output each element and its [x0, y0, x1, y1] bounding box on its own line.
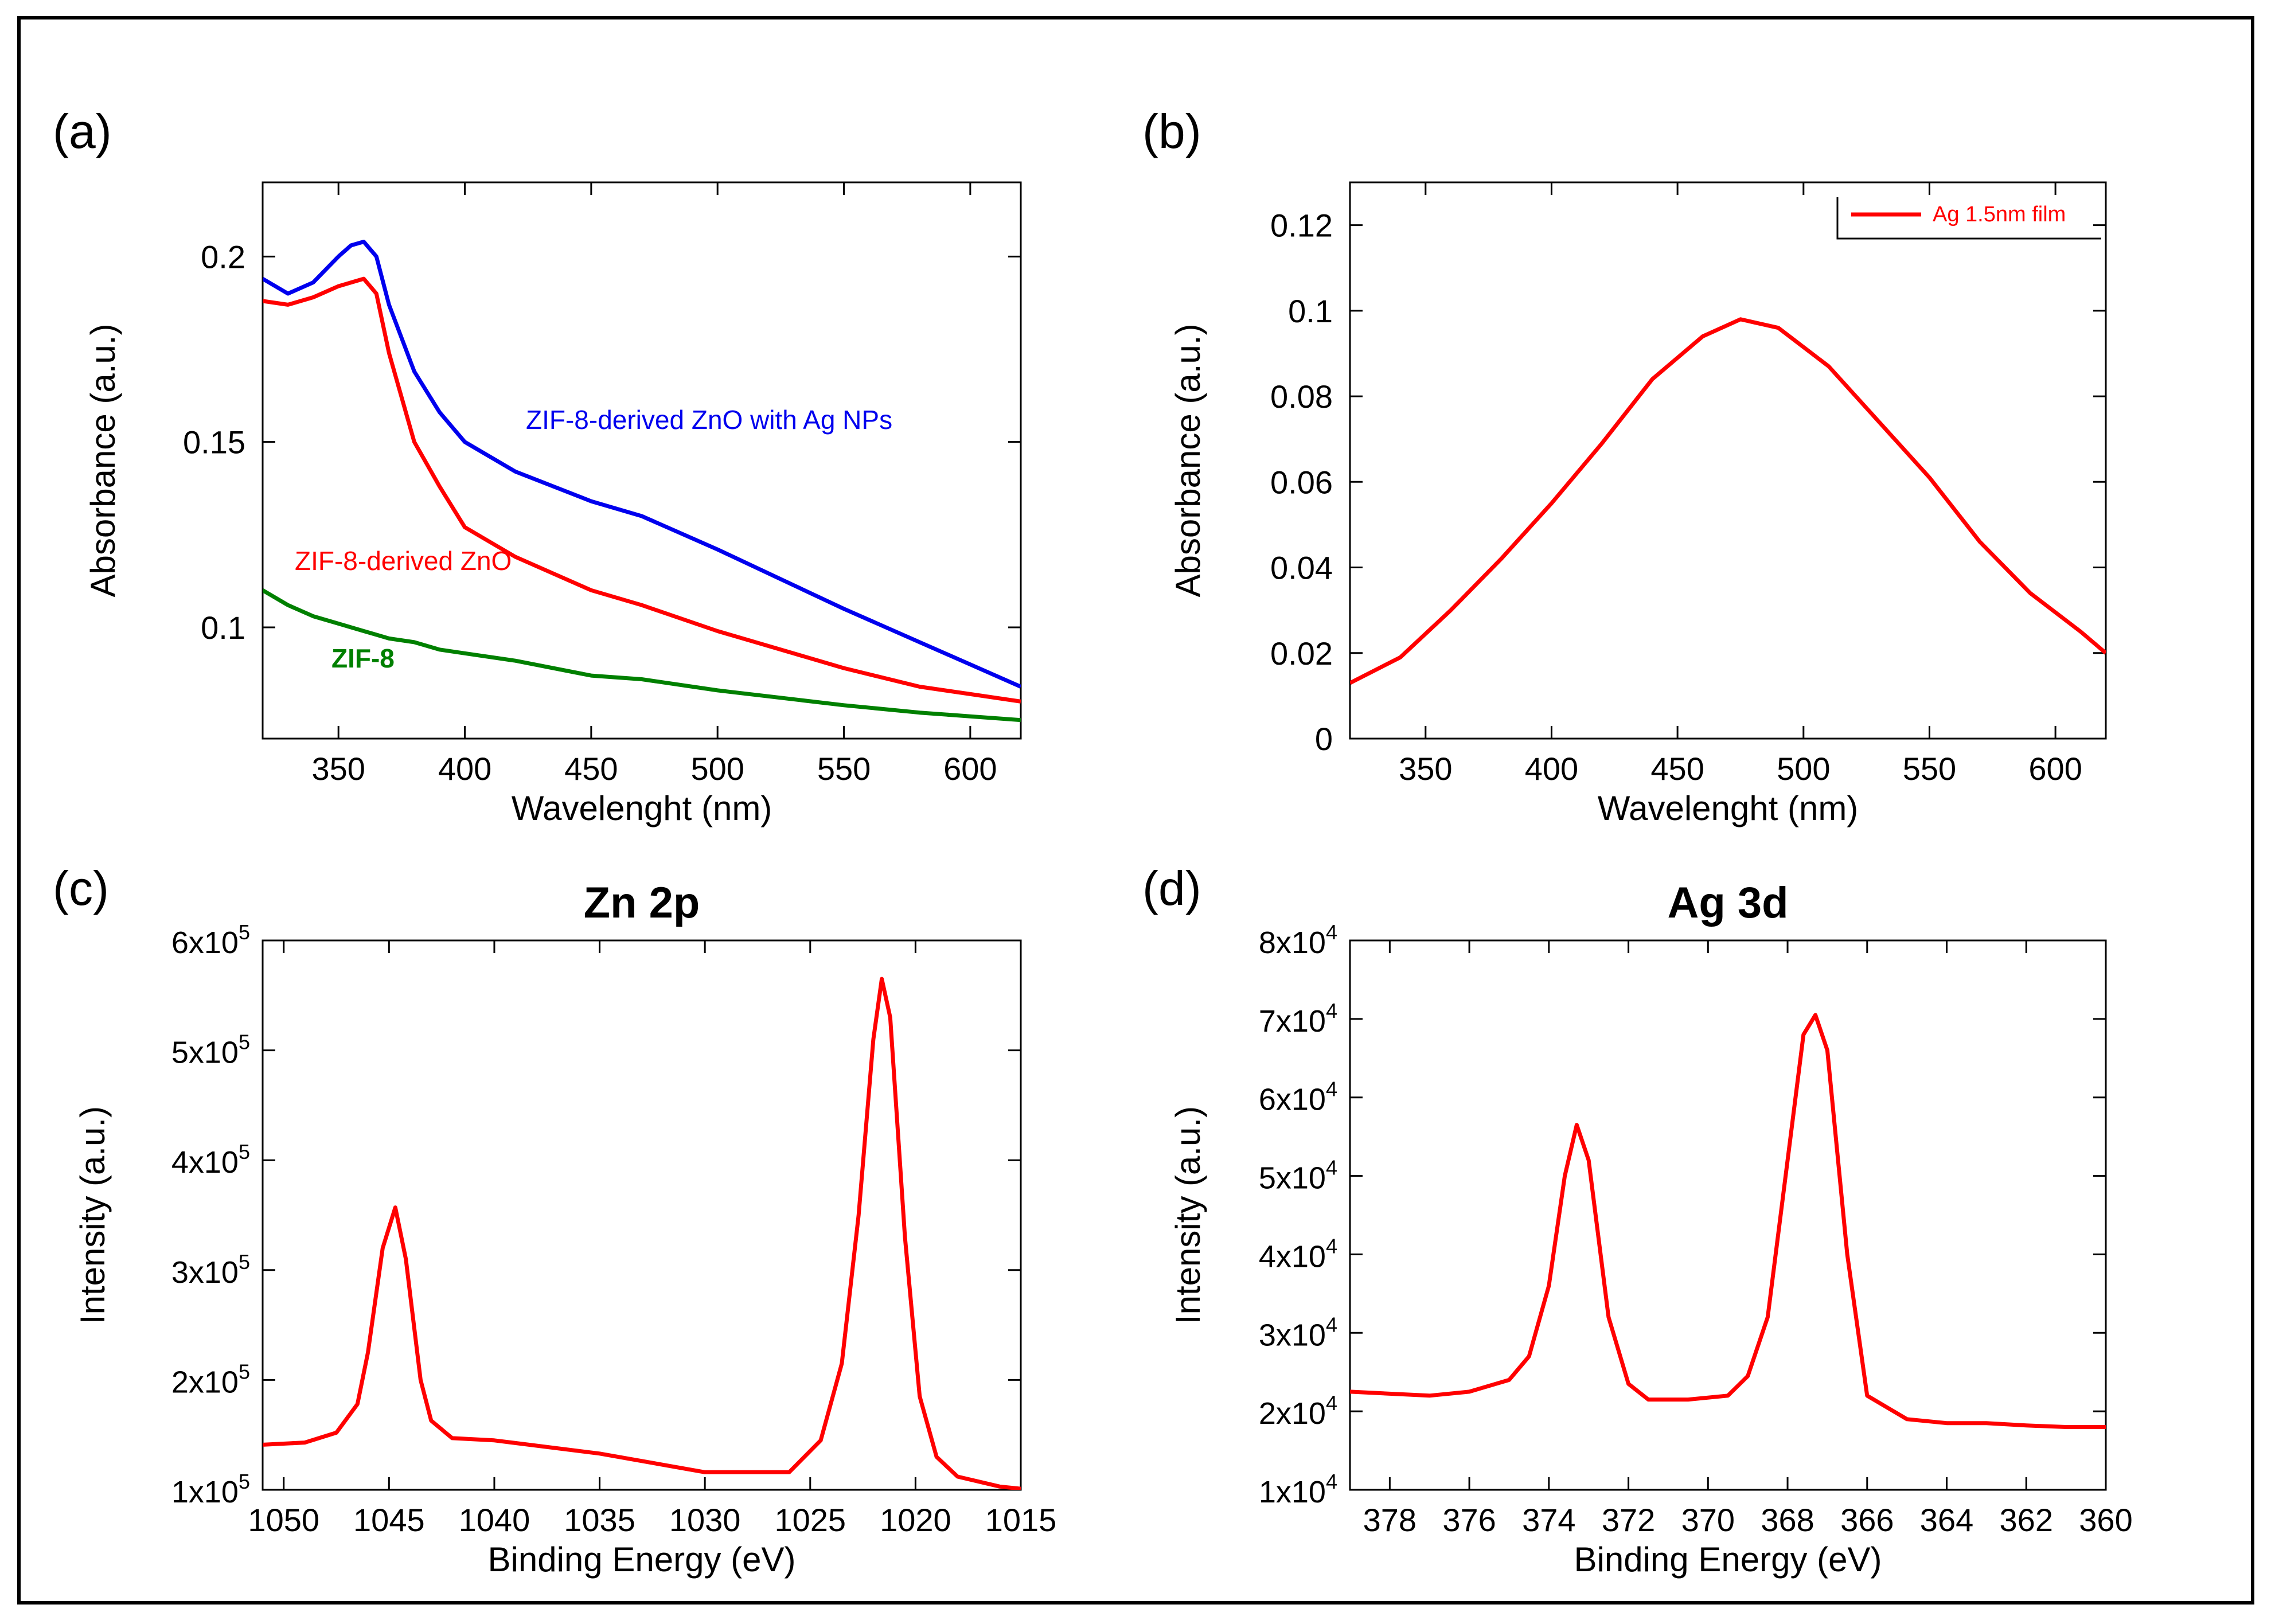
y-axis-label: Intensity (a.u.)	[73, 1106, 112, 1324]
y-tick-label: 3x105	[171, 1250, 250, 1290]
y-tick-label: 0	[1315, 721, 1333, 757]
panel-label: (d)	[1142, 861, 1201, 915]
series-line-2	[263, 276, 1021, 704]
x-tick-label: 600	[943, 751, 997, 787]
y-axis-label: Absorbance (a.u.)	[84, 324, 122, 598]
x-tick-label: 550	[817, 751, 871, 787]
x-tick-label: 350	[311, 751, 365, 787]
x-tick-label: 374	[1522, 1502, 1575, 1538]
y-tick-label: 0.2	[201, 239, 245, 275]
y-tick-label: 0.12	[1270, 208, 1333, 244]
x-axis-label: Binding Energy (eV)	[1574, 1540, 1882, 1579]
y-tick-label: 4x104	[1259, 1234, 1337, 1274]
y-tick-label: 0.02	[1270, 635, 1333, 672]
x-tick-label: 1015	[985, 1502, 1057, 1538]
y-tick-label: 4x105	[171, 1140, 250, 1180]
series-label-zif8: ZIF-8	[331, 643, 395, 673]
x-tick-label: 378	[1363, 1502, 1416, 1538]
y-tick-label: 1x105	[171, 1470, 250, 1509]
y-tick-label: 7x104	[1259, 999, 1337, 1039]
x-tick-label: 370	[1681, 1502, 1735, 1538]
series-line-1	[1350, 1013, 2106, 1429]
panel-title: Ag 3d	[1667, 879, 1788, 927]
axes-box	[262, 939, 1022, 1491]
y-tick-label: 2x105	[171, 1360, 250, 1399]
legend-box	[1836, 197, 2101, 240]
x-tick-label: 376	[1442, 1502, 1496, 1538]
panel-label: (b)	[1142, 104, 1201, 158]
y-tick-label: 0.1	[1288, 293, 1333, 329]
x-tick-label: 450	[564, 751, 618, 787]
panel-a: (a) 350 400 450 500 550 600 0.1 0.15 0.2 Wavelengh…	[53, 104, 1022, 827]
y-tick-label: 0.06	[1270, 464, 1333, 500]
panel-title: Zn 2p	[584, 879, 700, 927]
x-tick-label: 364	[1920, 1502, 1973, 1538]
y-axis-label: Intensity (a.u.)	[1169, 1106, 1207, 1324]
series-line-1	[263, 240, 1021, 689]
x-tick-label: 400	[438, 751, 491, 787]
legend-label: Ag 1.5nm film	[1933, 202, 2066, 227]
x-tick-label: 1020	[880, 1502, 951, 1538]
y-tick-label: 2x104	[1259, 1391, 1337, 1431]
x-tick-label: 1050	[248, 1502, 319, 1538]
x-tick-label: 1035	[564, 1502, 635, 1538]
axes-box	[1349, 939, 2107, 1491]
series-line-1	[1350, 317, 2106, 685]
y-tick-label: 5x105	[171, 1030, 250, 1070]
y-tick-label: 0.08	[1270, 378, 1333, 415]
panel-c: (c) Zn 2p 1050 1045 1040 1035 1030 1025 1020 1015…	[53, 861, 1056, 1579]
legend: Ag 1.5nm film	[1836, 197, 2101, 240]
panel-d: (d) Ag 3d 378 376 374 372 370 368 366 364 362 360 1x…	[1142, 861, 2133, 1579]
x-tick-label: 550	[1903, 751, 1956, 787]
x-axis-label: Wavelenght (nm)	[512, 789, 772, 827]
axes-box	[262, 181, 1022, 740]
figure-frame	[17, 16, 2254, 1605]
x-tick-label: 500	[690, 751, 744, 787]
series-line-1	[263, 977, 1021, 1490]
x-tick-label: 362	[2000, 1502, 2053, 1538]
y-tick-label: 8x104	[1259, 920, 1337, 960]
x-tick-label: 1045	[353, 1502, 425, 1538]
y-tick-label: 0.1	[201, 610, 245, 646]
x-tick-label: 400	[1525, 751, 1578, 787]
panel-label: (c)	[53, 861, 109, 915]
y-tick-label: 6x105	[171, 920, 250, 960]
x-tick-label: 350	[1399, 751, 1452, 787]
x-tick-label: 360	[2079, 1502, 2132, 1538]
x-tick-label: 450	[1650, 751, 1704, 787]
panel-label: (a)	[53, 104, 112, 158]
x-tick-label: 500	[1777, 751, 1830, 787]
x-tick-label: 1040	[459, 1502, 530, 1538]
x-tick-label: 1030	[669, 1502, 741, 1538]
y-tick-label: 0.04	[1270, 550, 1333, 586]
y-tick-label: 5x104	[1259, 1156, 1337, 1196]
axes-box	[1349, 181, 2107, 740]
y-tick-label: 1x104	[1259, 1470, 1337, 1509]
x-tick-label: 372	[1602, 1502, 1655, 1538]
x-tick-label: 1025	[774, 1502, 846, 1538]
x-axis-label: Binding Energy (eV)	[488, 1540, 796, 1579]
series-label-ag-nps: ZIF-8-derived ZnO with Ag NPs	[526, 405, 892, 435]
y-tick-label: 0.15	[183, 424, 245, 460]
y-axis-label: Absorbance (a.u.)	[1169, 324, 1207, 598]
x-axis-label: Wavelenght (nm)	[1598, 789, 1859, 827]
x-tick-label: 368	[1761, 1502, 1814, 1538]
series-line-3	[263, 588, 1021, 723]
x-tick-label: 366	[1840, 1502, 1894, 1538]
x-tick-label: 600	[2028, 751, 2082, 787]
y-tick-label: 3x104	[1259, 1313, 1337, 1352]
series-label-zno: ZIF-8-derived ZnO	[295, 546, 512, 576]
y-tick-label: 6x104	[1259, 1078, 1337, 1117]
panel-b: (b) 350 400 450 500 550 600 0 0.02 0.04 0.06 0.08 0.…	[1142, 104, 2107, 827]
